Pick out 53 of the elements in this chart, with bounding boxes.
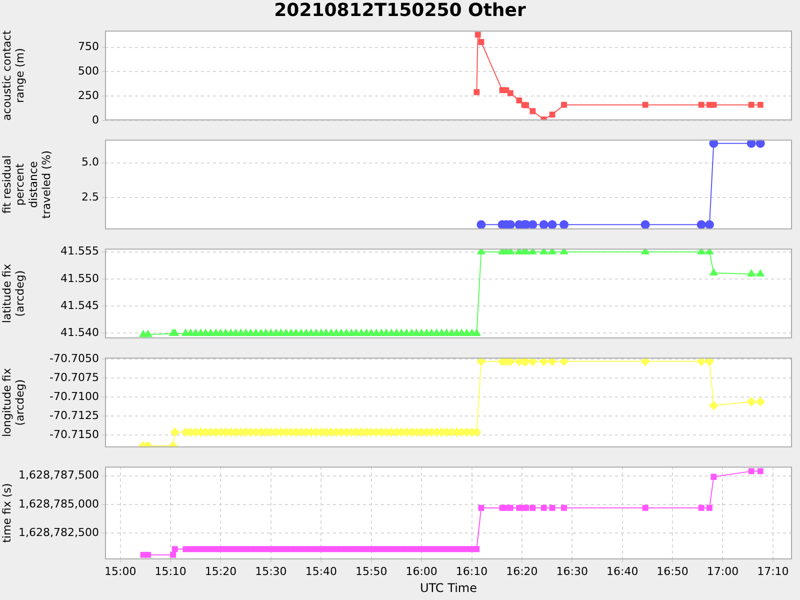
y-tick-label: -70.7125 <box>50 409 99 422</box>
y-axis-title: latitude fix (arcdeg) <box>0 263 27 324</box>
x-tick-label: 16:00 <box>406 564 438 578</box>
y-axis-title: fit residual percent distance traveled (%) <box>0 150 54 219</box>
x-tick-label: 15:10 <box>154 564 186 578</box>
point <box>516 97 522 104</box>
y-tick-label: 250 <box>78 88 99 102</box>
chart-title: 20210812T150250 Other <box>273 0 527 21</box>
y-axis-title: time fix (s) <box>0 483 14 543</box>
y-axis-title: acoustic contact range (m) <box>0 30 27 121</box>
point <box>698 102 704 108</box>
x-tick-label: 17:00 <box>706 564 739 578</box>
y-tick-label: 0 <box>92 113 99 126</box>
point <box>748 102 754 108</box>
point <box>549 112 556 118</box>
point <box>530 108 536 114</box>
x-tick-label: 15:20 <box>204 564 237 578</box>
y-tick-label: 1,628,787,500 <box>18 468 99 482</box>
y-tick-label: -70.7150 <box>50 428 99 442</box>
x-tick-label: 16:40 <box>606 564 638 578</box>
point <box>478 39 484 45</box>
x-tick-label: 17:10 <box>757 564 789 578</box>
y-tick-label: 1,628,785,000 <box>18 497 99 510</box>
y-tick-label: 1,628,782,500 <box>18 526 99 539</box>
x-tick-label: 15:00 <box>104 564 136 578</box>
point <box>503 87 510 94</box>
x-tick-label: 15:30 <box>255 564 287 578</box>
y-tick-label: 750 <box>78 40 99 54</box>
point <box>710 102 717 108</box>
point <box>474 32 481 38</box>
y-tick-label: -70.7050 <box>50 352 99 365</box>
x-tick-label: 16:10 <box>456 564 488 578</box>
y-tick-label: 41.555 <box>60 244 99 258</box>
y-tick-label: 41.540 <box>60 326 99 339</box>
point <box>474 89 480 96</box>
y-tick-label: -70.7075 <box>50 371 99 384</box>
x-tick-label: 15:50 <box>355 564 388 578</box>
x-tick-label: 16:30 <box>556 564 588 578</box>
y-tick-label: 41.550 <box>60 272 99 285</box>
point <box>642 102 648 108</box>
y-tick-label: -70.7100 <box>50 390 99 404</box>
point <box>757 102 764 108</box>
y-axis-title: longitude fix (arcdeg) <box>0 368 27 437</box>
x-tick-label: 16:50 <box>656 564 688 578</box>
x-tick-label: 15:40 <box>305 564 338 578</box>
y-tick-label: 500 <box>78 64 99 78</box>
x-tick-label: 16:20 <box>506 564 538 578</box>
x-axis-title: UTC Time <box>420 580 477 595</box>
point <box>561 102 567 108</box>
y-tick-label: 2.5 <box>82 190 99 204</box>
y-tick-label: 41.545 <box>60 298 99 312</box>
point <box>507 90 514 96</box>
y-tick-label: 5.0 <box>82 156 99 169</box>
